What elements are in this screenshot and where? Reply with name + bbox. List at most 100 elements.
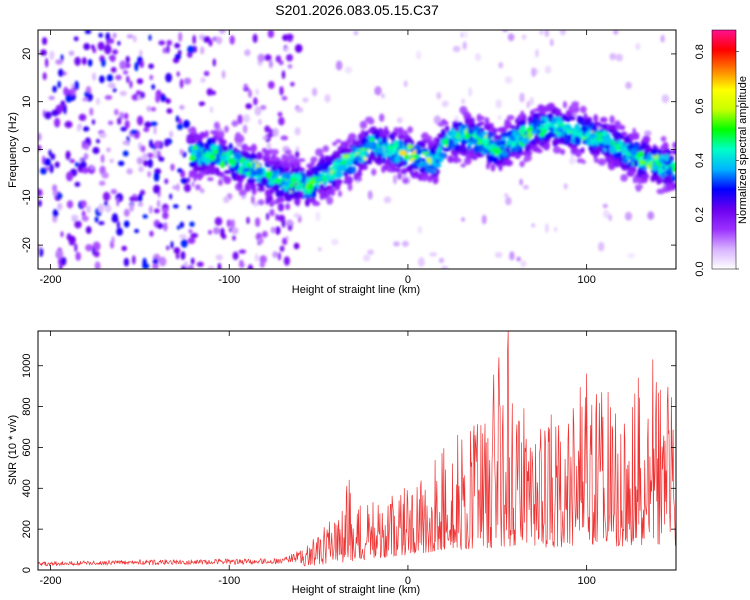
signal-blob: [432, 176, 439, 185]
signal-blob: [397, 172, 402, 180]
noise-blob: [393, 174, 397, 185]
signal-blob: [660, 136, 667, 142]
noise-blob: [608, 214, 613, 222]
signal-blob: [547, 113, 554, 120]
noise-blob: [40, 167, 47, 175]
signal-blob: [634, 184, 644, 189]
signal-blob: [506, 114, 515, 121]
noise-blob: [74, 162, 79, 167]
noise-blob: [91, 119, 96, 125]
signal-blob: [498, 162, 503, 172]
noise-blob: [74, 220, 82, 229]
signal-blob: [580, 147, 585, 154]
signal-blob: [452, 123, 458, 128]
noise-blob: [344, 66, 353, 74]
signal-blob: [584, 132, 589, 139]
signal-blob: [197, 172, 203, 181]
noise-blob: [66, 200, 74, 209]
noise-blob: [125, 55, 130, 64]
noise-blob: [38, 199, 42, 207]
signal-blob: [335, 180, 340, 186]
noise-blob: [212, 58, 216, 67]
noise-blob: [417, 226, 423, 234]
signal-blob: [490, 163, 496, 172]
signal-blob: [208, 169, 217, 175]
noise-blob: [260, 105, 267, 110]
noise-blob: [295, 146, 300, 152]
noise-blob: [270, 226, 276, 234]
noise-blob: [418, 257, 425, 267]
noise-blob: [176, 183, 180, 192]
signal-blob: [672, 183, 676, 188]
signal-blob: [341, 147, 346, 155]
noise-blob: [98, 32, 103, 38]
noise-blob: [216, 36, 223, 45]
signal-blob: [357, 176, 362, 182]
noise-blob: [112, 49, 118, 55]
signal-blob: [346, 157, 354, 162]
noise-blob: [85, 226, 92, 234]
signal-blob: [597, 158, 607, 166]
noise-blob: [196, 261, 204, 267]
noise-blob: [109, 55, 116, 62]
noise-blob: [209, 106, 214, 113]
noise-blob: [83, 153, 89, 160]
noise-blob: [71, 214, 79, 221]
noise-blob: [279, 245, 285, 252]
noise-blob: [55, 249, 64, 260]
signal-blob: [528, 131, 533, 140]
noise-blob: [284, 149, 292, 155]
noise-blob: [661, 94, 670, 104]
noise-blob: [153, 184, 161, 194]
signal-blob: [370, 150, 375, 156]
noise-blob: [198, 101, 206, 106]
noise-blob: [559, 30, 566, 36]
signal-blob: [493, 135, 502, 141]
signal-blob: [481, 116, 485, 121]
noise-blob: [259, 261, 265, 268]
noise-blob: [139, 49, 143, 57]
noise-blob: [110, 66, 117, 73]
noise-blob: [464, 30, 468, 39]
signal-blob: [332, 166, 337, 172]
signal-blob: [245, 162, 253, 168]
noise-blob: [229, 35, 235, 45]
noise-blob: [613, 30, 619, 35]
snr-x-label: Height of straight line (km): [292, 584, 420, 596]
noise-blob: [50, 153, 56, 161]
noise-blob: [172, 204, 179, 209]
noise-blob: [109, 158, 114, 163]
noise-blob: [98, 221, 105, 226]
signal-blob: [484, 124, 492, 131]
noise-blob: [279, 86, 284, 96]
signal-blob: [465, 153, 470, 161]
noise-blob: [175, 252, 180, 260]
noise-blob: [267, 30, 275, 38]
signal-blob: [454, 143, 461, 152]
y-tick-label: 20: [21, 48, 33, 60]
signal-blob: [589, 138, 596, 143]
noise-blob: [206, 88, 214, 96]
noise-blob: [134, 62, 139, 72]
noise-blob: [108, 38, 115, 44]
snr-frame: [37, 330, 677, 571]
signal-blob: [310, 156, 318, 163]
signal-blob: [646, 144, 652, 154]
signal-blob: [344, 148, 353, 154]
signal-blob: [457, 121, 463, 127]
signal-blob: [671, 149, 676, 155]
noise-blob: [148, 34, 152, 41]
noise-blob: [124, 112, 129, 120]
noise-blob: [226, 219, 231, 228]
noise-blob: [436, 92, 442, 100]
signal-blob: [223, 176, 232, 185]
signal-blob: [629, 133, 637, 141]
noise-blob: [627, 253, 636, 259]
signal-blob: [562, 124, 568, 133]
signal-blob: [218, 131, 225, 138]
noise-blob: [367, 190, 373, 200]
noise-blob: [208, 39, 213, 47]
noise-blob: [123, 70, 129, 75]
noise-blob: [74, 56, 81, 66]
noise-blob: [129, 196, 137, 202]
